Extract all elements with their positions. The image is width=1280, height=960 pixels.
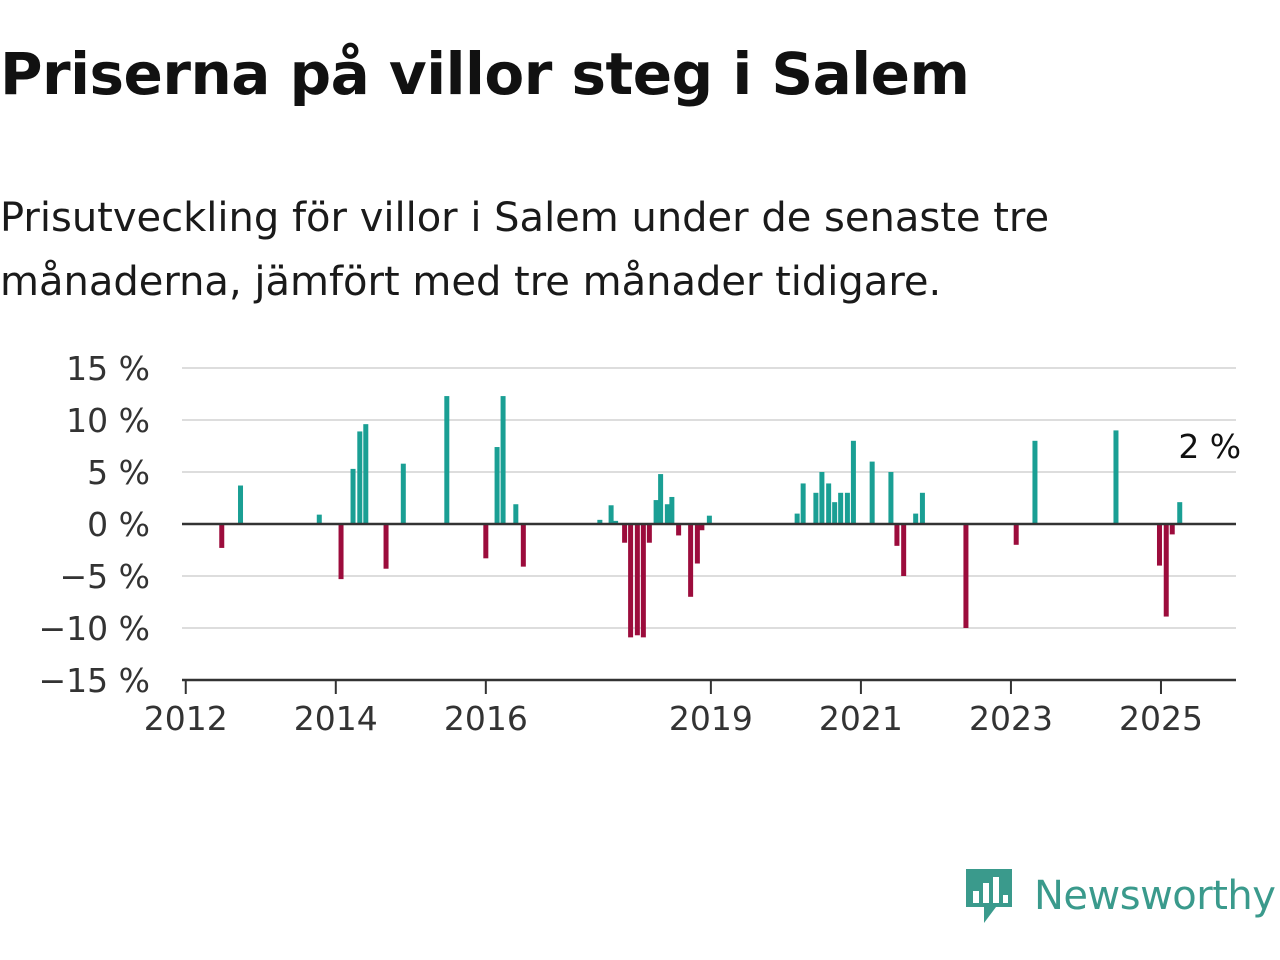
- bar: [219, 524, 225, 548]
- grid-lines: [182, 367, 1236, 629]
- y-tick-label: 10 %: [66, 401, 150, 440]
- chart-subtitle: Prisutveckling för villor i Salem under …: [0, 195, 1050, 305]
- bar: [913, 513, 919, 524]
- bar: [494, 447, 500, 524]
- bar: [919, 492, 925, 524]
- bar: [1169, 524, 1175, 535]
- bar: [658, 474, 664, 524]
- bar: [350, 468, 356, 524]
- bar: [640, 524, 646, 638]
- y-tick-label: 15 %: [66, 349, 150, 388]
- bar: [613, 520, 619, 524]
- bar: [1032, 440, 1038, 524]
- bar: [894, 524, 900, 546]
- x-tick-label: 2019: [669, 699, 753, 738]
- bars: [219, 396, 1183, 638]
- bar: [500, 396, 506, 524]
- bar: [444, 396, 450, 524]
- tick-labels: 15 % 10 % 5 % 0 % −5 % −10 % −15 %2012 2014 2016…: [39, 349, 1242, 738]
- bar: [826, 483, 832, 524]
- bar: [1156, 524, 1162, 566]
- y-tick-label: −5 %: [60, 557, 151, 596]
- bar: [699, 524, 705, 531]
- y-tick-label: 5 %: [87, 453, 150, 492]
- newsworthy-logo-icon: [966, 869, 1012, 923]
- bar: [653, 500, 659, 524]
- newsworthy-logo-text: Newsworthy: [1034, 873, 1276, 919]
- bar: [316, 514, 322, 524]
- x-tick-label: 2021: [819, 699, 903, 738]
- bar: [819, 472, 825, 524]
- bar-chart: 15 % 10 % 5 % 0 % −5 % −10 % −15 %2012 2014 2016…: [39, 349, 1242, 738]
- y-tick-label: −15 %: [39, 661, 151, 700]
- bar: [238, 485, 244, 524]
- bar: [838, 492, 844, 524]
- bar: [794, 513, 800, 524]
- bar: [634, 524, 640, 636]
- bar: [1113, 430, 1119, 524]
- bar: [1163, 524, 1169, 617]
- bar: [869, 461, 875, 524]
- x-tick-label: 2025: [1119, 699, 1203, 738]
- chart-title: Priserna på villor steg i Salem: [0, 40, 970, 108]
- bar: [338, 524, 344, 580]
- bar: [963, 524, 969, 628]
- x-tick-label: 2012: [144, 699, 228, 738]
- bar: [664, 504, 670, 524]
- bar: [646, 524, 652, 543]
- bar: [483, 524, 489, 559]
- bar: [513, 504, 519, 524]
- bar: [669, 496, 675, 524]
- latest-value-label: 2 %: [1178, 427, 1241, 466]
- bar: [520, 524, 526, 567]
- bar: [1013, 524, 1019, 545]
- x-tick-label: 2016: [444, 699, 528, 738]
- bar: [901, 524, 907, 576]
- bar: [1177, 502, 1183, 524]
- x-tick-label: 2023: [969, 699, 1053, 738]
- bar: [850, 440, 856, 524]
- axes: [182, 522, 1236, 694]
- bar: [357, 431, 363, 524]
- bar: [706, 515, 712, 524]
- y-tick-label: −10 %: [39, 609, 151, 648]
- bar: [813, 492, 819, 524]
- bar: [622, 524, 628, 543]
- x-tick-label: 2014: [294, 699, 378, 738]
- bar: [628, 524, 634, 638]
- bar: [676, 524, 682, 536]
- bar: [597, 519, 603, 524]
- bar: [800, 483, 806, 524]
- bar: [888, 472, 894, 524]
- newsworthy-logo: Newsworthy: [964, 864, 1276, 928]
- bar: [383, 524, 389, 569]
- y-tick-label: 0 %: [87, 505, 150, 544]
- bar: [363, 424, 369, 524]
- bar: [694, 524, 700, 564]
- bar: [608, 505, 614, 524]
- bar: [844, 492, 850, 524]
- bar: [832, 502, 838, 524]
- bar: [688, 524, 694, 597]
- bar: [400, 463, 406, 524]
